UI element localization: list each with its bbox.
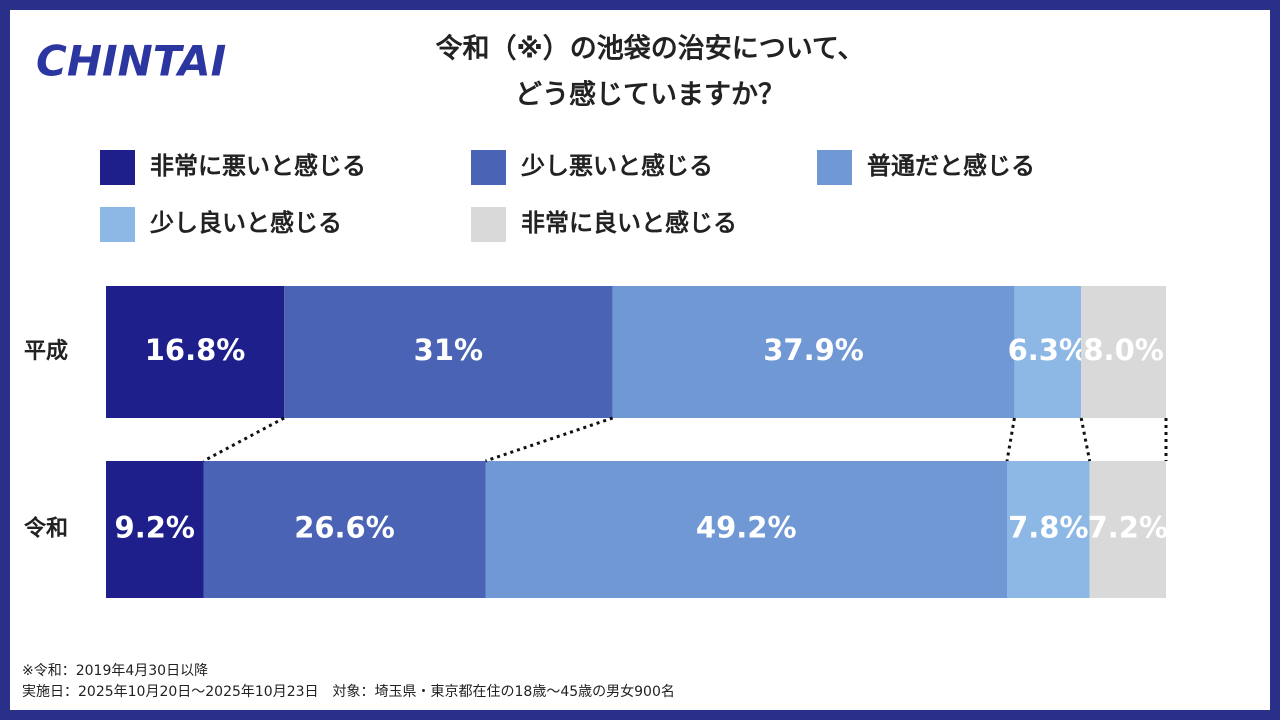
bar-segment <box>612 286 1015 418</box>
value-label: 6.3% <box>1008 333 1088 367</box>
category-label: 令和 <box>24 516 68 542</box>
value-label: 8.0% <box>1083 333 1163 367</box>
bar-segment <box>203 461 486 598</box>
chart-title: 令和（※）の池袋の治安について、 <box>435 33 864 65</box>
value-label: 49.2% <box>696 511 797 545</box>
legend-label: 非常に良いと感じる <box>521 209 737 237</box>
legend-swatch <box>471 207 506 242</box>
value-label: 31% <box>414 333 483 367</box>
legend-label: 少し悪いと感じる <box>520 152 713 180</box>
value-label: 16.8% <box>145 333 246 367</box>
bar-segment <box>1081 286 1166 418</box>
bar-segment <box>106 461 204 598</box>
category-label: 平成 <box>24 339 68 364</box>
legend-label: 普通だと感じる <box>867 152 1035 180</box>
bar-segment <box>1089 461 1166 598</box>
value-label: 7.2% <box>1088 511 1168 545</box>
connector <box>484 416 614 463</box>
bar-segment <box>284 286 613 418</box>
value-label: 7.8% <box>1008 511 1088 545</box>
legend-swatch <box>100 150 135 185</box>
value-label: 26.6% <box>294 511 395 545</box>
connector <box>1079 417 1092 462</box>
logo: CHINTAI <box>36 37 226 86</box>
footnote: ※令和：2019年4月30日以降 <box>22 663 208 679</box>
connector <box>1005 417 1016 462</box>
value-label: 37.9% <box>763 333 864 367</box>
value-label: 9.2% <box>115 511 195 545</box>
legend-swatch <box>471 150 506 185</box>
bar-segment <box>1014 286 1082 418</box>
footnote: 実施日：2025年10月20日～2025年10月23日 対象：埼玉県・東京都在住… <box>22 683 675 700</box>
chart-title: どう感じていますか？ <box>515 79 785 111</box>
legend-label: 少し良いと感じる <box>149 209 342 237</box>
legend-label: 非常に悪いと感じる <box>150 152 366 180</box>
bar-segment <box>1007 461 1090 598</box>
legend-swatch <box>100 207 135 242</box>
legend-swatch <box>817 150 852 185</box>
connector <box>202 416 285 463</box>
bar-segment <box>485 461 1008 598</box>
bar-segment <box>106 286 285 418</box>
